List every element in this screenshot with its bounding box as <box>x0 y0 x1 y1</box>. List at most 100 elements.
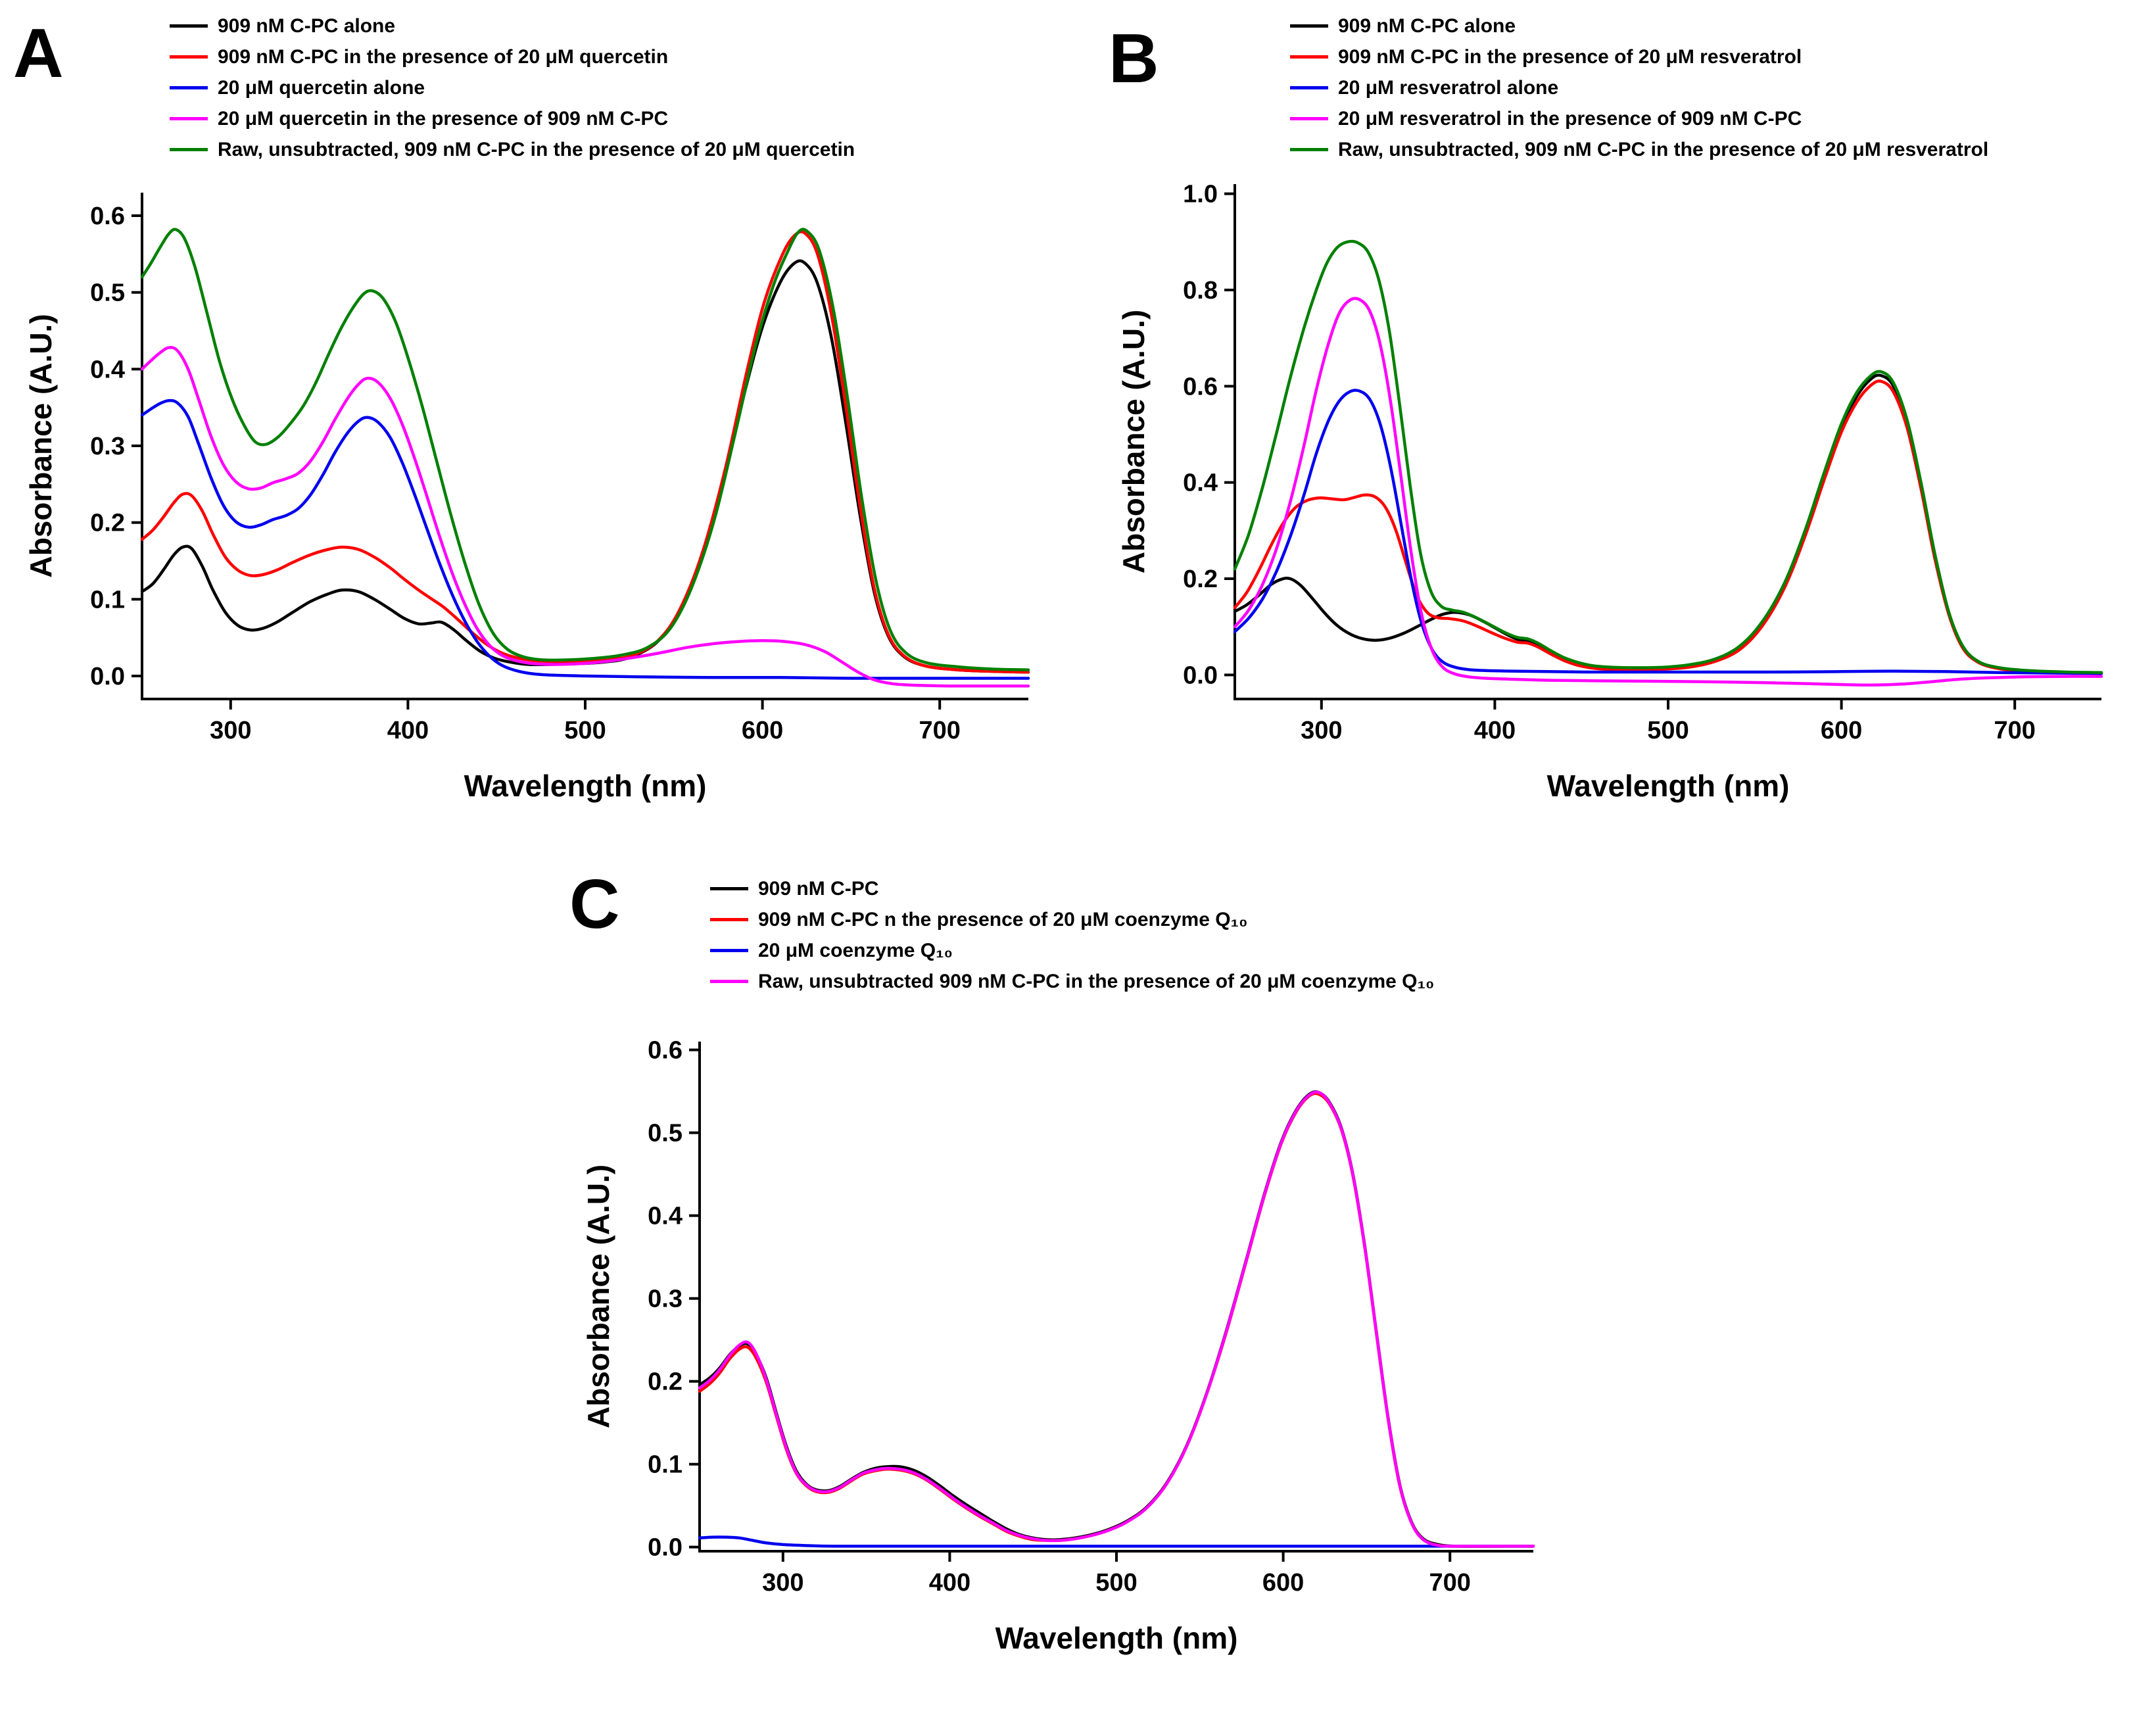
x-tick-label: 500 <box>1095 1569 1137 1597</box>
y-axis-ticks <box>132 214 142 677</box>
series-line <box>1233 374 2103 675</box>
x-tick-label: 600 <box>742 717 783 744</box>
chart-B: 300 400 500 600 700 0.0 0.2 0.4 0.6 0.8 1.0 Wavelen… <box>1116 181 2103 803</box>
legend-item: Raw, unsubtracted, 909 nM C-PC in the pr… <box>170 134 855 165</box>
legend-item: 20 μM quercetin in the presence of 909 n… <box>170 103 855 134</box>
series-line <box>698 1090 1535 1548</box>
y-tick-label: 0.3 <box>90 433 125 460</box>
legend-line-swatch <box>710 918 748 921</box>
legend-label: 20 μM resveratrol in the presence of 909… <box>1338 107 1802 130</box>
y-tick-label: 0.3 <box>648 1286 683 1313</box>
panel-B: B 909 nM C-PC alone 909 nM C-PC in the pr… <box>1093 7 2145 856</box>
legend-item: 20 μM coenzyme Q₁₀ <box>710 935 1434 966</box>
y-tick-label: 0.5 <box>90 279 125 307</box>
legend-line-swatch <box>1290 86 1328 89</box>
x-tick-label: 400 <box>387 717 429 744</box>
x-axis-title: Wavelength (nm) <box>1547 769 1790 803</box>
panel-letter-C: C <box>569 865 620 943</box>
x-axis-ticks <box>1320 699 2017 710</box>
legend-item: Raw, unsubtracted 909 nM C-PC in the pre… <box>710 966 1434 997</box>
legend-label: 20 μM quercetin alone <box>218 76 425 99</box>
legend-line-swatch <box>170 148 208 151</box>
legend-label: 909 nM C-PC <box>758 877 879 900</box>
y-tick-label: 0.6 <box>1183 373 1218 400</box>
x-tick-label: 500 <box>1647 717 1689 744</box>
legend-label: 909 nM C-PC alone <box>1338 14 1516 37</box>
legend-item: 20 μM quercetin alone <box>170 72 855 103</box>
axes <box>1234 184 2101 700</box>
y-tick-label: 0.0 <box>648 1534 683 1562</box>
legend-C: 909 nM C-PC 909 nM C-PC n the presence of… <box>710 873 1434 997</box>
y-tick-label: 0.0 <box>1183 662 1218 689</box>
y-tick-label: 0.5 <box>648 1120 683 1147</box>
legend-item: Raw, unsubtracted, 909 nM C-PC in the pr… <box>1290 134 1988 165</box>
legend-label: Raw, unsubtracted 909 nM C-PC in the pre… <box>758 970 1435 992</box>
x-axis-ticks <box>229 699 942 710</box>
y-tick-label: 0.2 <box>648 1368 683 1396</box>
x-tick-label: 400 <box>1474 717 1516 744</box>
series-line <box>1233 297 2103 687</box>
legend-label: 909 nM C-PC n the presence of 20 μM coen… <box>758 908 1248 930</box>
y-axis-title: Absorbance (A.U.) <box>1116 310 1151 573</box>
legend-line-swatch <box>1290 55 1328 59</box>
legend-line-swatch <box>170 55 208 59</box>
y-tick-label: 0.2 <box>1183 566 1218 593</box>
x-axis-title: Wavelength (nm) <box>995 1621 1238 1655</box>
series-line <box>698 1535 1535 1548</box>
y-axis-title: Absorbance (A.U.) <box>581 1165 615 1428</box>
panel-A: A 909 nM C-PC alone 909 nM C-PC in the pr… <box>13 7 1078 856</box>
legend-B: 909 nM C-PC alone 909 nM C-PC in the pres… <box>1290 11 1988 165</box>
legend-label: 20 μM coenzyme Q₁₀ <box>758 939 953 961</box>
legend-item: 20 μM resveratrol alone <box>1290 72 1988 103</box>
chart-C: 300 400 500 600 700 0.0 0.1 0.2 0.3 0.4 0.5 0.6 Wave… <box>581 1037 1535 1655</box>
legend-line-swatch <box>170 117 208 120</box>
y-tick-label: 0.4 <box>648 1203 683 1230</box>
series-line <box>140 398 1030 680</box>
legend-item: 909 nM C-PC <box>710 873 1434 904</box>
legend-line-swatch <box>710 980 748 983</box>
series-line <box>1233 389 2103 675</box>
x-tick-label: 600 <box>1262 1569 1304 1597</box>
x-tick-label: 700 <box>1429 1569 1470 1597</box>
panel-letter-B: B <box>1109 20 1159 97</box>
x-tick-label: 600 <box>1821 717 1862 744</box>
y-tick-label: 0.4 <box>90 356 125 383</box>
legend-label: 20 μM quercetin in the presence of 909 n… <box>218 107 669 130</box>
legend-label: 20 μM resveratrol alone <box>1338 76 1559 99</box>
x-tick-label: 400 <box>929 1569 970 1597</box>
x-tick-label: 700 <box>1994 717 2035 744</box>
x-axis-ticks <box>781 1551 1452 1562</box>
legend-line-swatch <box>710 949 748 952</box>
x-tick-label: 500 <box>564 717 606 744</box>
series-line <box>140 346 1030 688</box>
y-tick-label: 0.0 <box>90 663 125 690</box>
series-line <box>1233 379 2103 675</box>
legend-A: 909 nM C-PC alone 909 nM C-PC in the pres… <box>170 11 855 165</box>
legend-line-swatch <box>1290 117 1328 120</box>
legend-label: 909 nM C-PC alone <box>218 14 396 37</box>
legend-item: 909 nM C-PC n the presence of 20 μM coen… <box>710 904 1434 935</box>
legend-line-swatch <box>170 24 208 28</box>
legend-line-swatch <box>1290 148 1328 151</box>
x-tick-label: 300 <box>1301 717 1342 744</box>
y-tick-label: 0.2 <box>90 510 125 537</box>
series-line <box>698 1092 1535 1548</box>
legend-label: Raw, unsubtracted, 909 nM C-PC in the pr… <box>218 138 855 160</box>
series-line <box>1233 239 2103 675</box>
y-tick-label: 0.6 <box>648 1037 683 1065</box>
series-line <box>140 230 1030 674</box>
legend-line-swatch <box>1290 24 1328 28</box>
series-line <box>698 1090 1535 1548</box>
legend-label: 909 nM C-PC in the presence of 20 μM res… <box>1338 45 1802 68</box>
x-tick-label: 700 <box>919 717 960 744</box>
legend-item: 909 nM C-PC in the presence of 20 μM res… <box>1290 41 1988 72</box>
y-tick-label: 0.1 <box>648 1451 683 1479</box>
y-axis-title: Absorbance (A.U.) <box>24 314 58 577</box>
legend-line-swatch <box>710 887 748 890</box>
y-tick-label: 0.1 <box>90 586 125 614</box>
legend-label: Raw, unsubtracted, 909 nM C-PC in the pr… <box>1338 138 1989 160</box>
x-axis-title: Wavelength (nm) <box>464 769 707 803</box>
y-tick-label: 1.0 <box>1183 181 1218 208</box>
axes <box>698 1042 1533 1553</box>
